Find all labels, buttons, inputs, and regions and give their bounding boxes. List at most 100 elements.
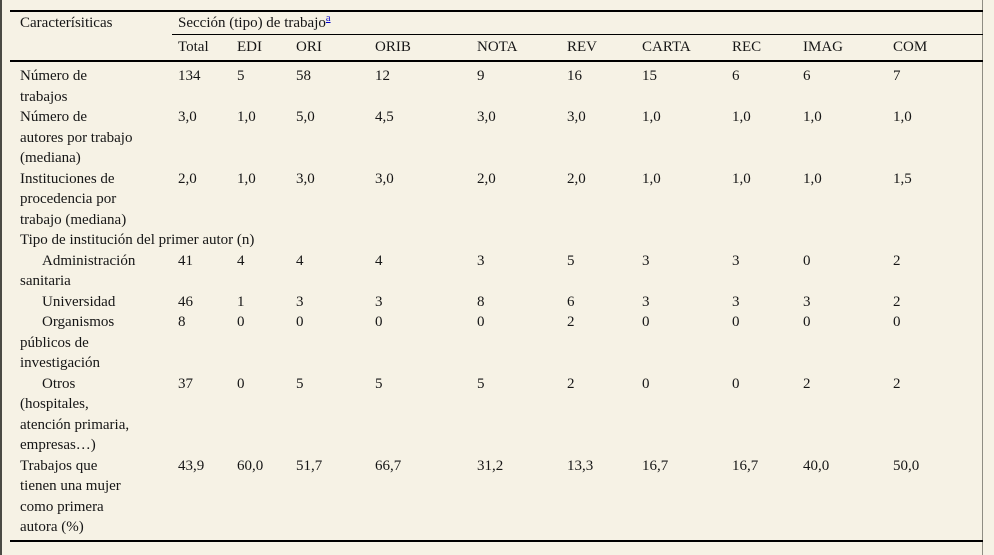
page-frame-left-line <box>0 0 2 555</box>
cell-value: 40,0 <box>803 457 830 474</box>
table-row: Instituciones de procedencia por trabajo… <box>10 169 983 231</box>
footnote-a-link[interactable]: a <box>325 13 331 24</box>
cell-value: 2,0 <box>567 170 586 187</box>
cell-value: 3,0 <box>567 109 586 125</box>
row-label: Trabajos que tienen una mujer como prime… <box>20 457 121 536</box>
cell-value: 1 <box>237 293 245 310</box>
cell-value: 1,0 <box>642 109 661 125</box>
column-header-com: COM <box>887 34 984 62</box>
group-header-row: Caracterísiticas Sección (tipo) de traba… <box>10 11 984 35</box>
column-header-orib: ORIB <box>369 34 471 62</box>
cell-value: 3,0 <box>375 170 394 187</box>
cell-value: 0 <box>477 314 485 330</box>
cell-value: 2 <box>893 252 901 269</box>
cell-value: 1,0 <box>803 109 822 125</box>
cell-value: 8 <box>178 314 186 330</box>
cell-value: 4 <box>375 252 383 269</box>
cell-value: 0 <box>375 314 383 330</box>
table-row: Organismos públicos de investigación 8 0 0 0… <box>10 312 983 374</box>
cell-value: 2 <box>567 314 575 330</box>
cell-value: 58 <box>296 68 311 84</box>
cell-value: 41 <box>178 252 193 269</box>
cell-value: 2 <box>893 293 901 310</box>
cell-value: 3 <box>803 293 811 310</box>
cell-value: 3 <box>375 293 383 310</box>
cell-value: 3 <box>732 252 740 269</box>
cell-value: 3 <box>477 252 485 269</box>
cell-value: 60,0 <box>237 457 264 474</box>
cell-value: 5 <box>237 68 245 84</box>
row-label: Universidad <box>42 293 116 310</box>
cell-value: 3,0 <box>296 170 315 187</box>
cell-value: 8 <box>477 293 485 310</box>
cell-value: 2,0 <box>178 170 197 187</box>
cell-value: 2 <box>567 375 575 392</box>
cell-value: 43,9 <box>178 457 205 474</box>
corner-header-caracteristicas: Caracterísiticas <box>20 15 113 31</box>
cell-value: 0 <box>642 314 650 330</box>
cell-value: 1,0 <box>893 109 912 125</box>
column-header-nota: NOTA <box>471 34 561 62</box>
cell-value: 2,0 <box>477 170 496 187</box>
cell-value: 1,0 <box>642 170 661 187</box>
cell-value: 4 <box>237 252 245 269</box>
column-header-rec: REC <box>726 34 797 62</box>
cell-value: 6 <box>803 68 811 84</box>
section-row-label: Tipo de institución del primer autor (n) <box>20 232 255 248</box>
group-header-label: Sección (tipo) de trabajo <box>178 15 326 31</box>
cell-value: 0 <box>893 314 901 330</box>
cell-value: 3,0 <box>477 109 496 125</box>
cell-value: 0 <box>237 375 245 392</box>
cell-value: 0 <box>803 314 811 330</box>
cell-value: 4,5 <box>375 109 394 125</box>
cell-value: 0 <box>732 375 740 392</box>
table-row: Otros (hospitales, atención primaria, em… <box>10 374 983 456</box>
column-header-total: Total <box>172 34 231 62</box>
cell-value: 3 <box>642 293 650 310</box>
cell-value: 0 <box>732 314 740 330</box>
cell-value: 46 <box>178 293 193 310</box>
cell-value: 16,7 <box>732 457 759 474</box>
characteristics-by-section-table: Caracterísiticas Sección (tipo) de traba… <box>10 10 984 542</box>
row-label: Organismos públicos de investigación <box>20 314 115 371</box>
cell-value: 2 <box>803 375 811 392</box>
row-label: Instituciones de procedencia por trabajo… <box>20 170 127 228</box>
column-header-rev: REV <box>561 34 636 62</box>
cell-value: 6 <box>732 68 740 84</box>
cell-value: 0 <box>642 375 650 392</box>
cell-value: 0 <box>803 252 811 269</box>
cell-value: 1,5 <box>893 170 912 187</box>
cell-value: 3 <box>296 293 304 310</box>
column-header-ori: ORI <box>290 34 369 62</box>
cell-value: 12 <box>375 68 390 84</box>
table-row: Número de autores por trabajo (mediana) 3… <box>10 107 983 169</box>
table-row: Administración sanitaria 41 4 4 4 3 5 3 3 0 2 <box>10 251 983 292</box>
cell-value: 1,0 <box>237 109 256 125</box>
cell-value: 3,0 <box>178 109 197 125</box>
cell-value: 1,0 <box>732 170 751 187</box>
cell-value: 66,7 <box>375 457 402 474</box>
cell-value: 15 <box>642 68 657 84</box>
cell-value: 50,0 <box>893 457 920 474</box>
cell-value: 6 <box>567 293 575 310</box>
cell-value: 3 <box>642 252 650 269</box>
page-frame-right-line <box>982 0 983 555</box>
table-body: Número de trabajos 134 5 58 12 9 16 15 6 6 7 Número… <box>10 61 983 541</box>
row-label: Otros (hospitales, atención primaria, em… <box>20 375 130 454</box>
cell-value: 5 <box>296 375 304 392</box>
column-header-empty <box>10 34 172 62</box>
cell-value: 16,7 <box>642 457 669 474</box>
cell-value: 2 <box>893 375 901 392</box>
column-header-edi: EDI <box>231 34 290 62</box>
cell-value: 0 <box>237 314 245 330</box>
cell-value: 1,0 <box>803 170 822 187</box>
column-header-carta: CARTA <box>636 34 726 62</box>
table-row: Universidad 46 1 3 3 8 6 3 3 3 2 <box>10 292 983 313</box>
cell-value: 31,2 <box>477 457 504 474</box>
row-label: Número de autores por trabajo (mediana) <box>20 109 133 166</box>
column-header-imag: IMAG <box>797 34 887 62</box>
column-header-row: Total EDI ORI ORIB NOTA REV CARTA REC IM… <box>10 34 984 62</box>
cell-value: 1,0 <box>237 170 256 187</box>
cell-value: 1,0 <box>732 109 751 125</box>
cell-value: 5,0 <box>296 109 315 125</box>
